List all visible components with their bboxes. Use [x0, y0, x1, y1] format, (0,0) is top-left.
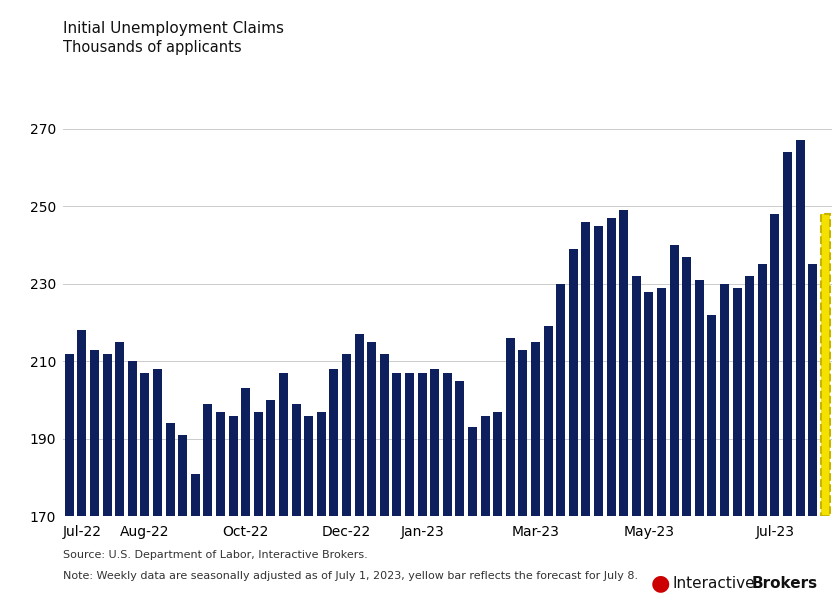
Bar — [430, 369, 439, 516]
Bar — [569, 249, 578, 516]
Bar — [254, 412, 263, 516]
Bar — [783, 152, 792, 516]
Bar — [632, 276, 641, 516]
Bar — [417, 373, 427, 516]
Bar — [531, 342, 540, 516]
Bar — [266, 400, 276, 516]
Bar — [506, 338, 515, 516]
Bar — [90, 349, 99, 516]
Bar — [581, 222, 591, 516]
Bar — [455, 381, 465, 516]
Bar — [795, 141, 805, 516]
Bar — [77, 331, 87, 516]
Bar — [594, 225, 603, 516]
Bar — [102, 354, 112, 516]
Text: Initial Unemployment Claims: Initial Unemployment Claims — [63, 21, 284, 37]
Bar — [644, 291, 654, 516]
Bar — [543, 326, 553, 516]
Text: Brokers: Brokers — [752, 576, 818, 591]
Bar — [720, 284, 729, 516]
Text: Note: Weekly data are seasonally adjusted as of July 1, 2023, yellow bar reflect: Note: Weekly data are seasonally adjuste… — [63, 571, 638, 581]
Bar — [128, 361, 137, 516]
Bar — [493, 412, 502, 516]
Text: ●: ● — [651, 574, 670, 593]
Bar — [178, 435, 187, 516]
Text: Interactive: Interactive — [672, 576, 754, 591]
Bar — [380, 354, 389, 516]
Bar — [669, 245, 679, 516]
Bar — [556, 284, 565, 516]
Bar — [342, 354, 351, 516]
Bar — [518, 349, 528, 516]
Bar — [228, 415, 238, 516]
Text: Source: U.S. Department of Labor, Interactive Brokers.: Source: U.S. Department of Labor, Intera… — [63, 550, 368, 560]
Bar — [732, 288, 742, 516]
Bar — [405, 373, 414, 516]
FancyBboxPatch shape — [821, 214, 830, 516]
Text: Thousands of applicants: Thousands of applicants — [63, 40, 242, 55]
Bar — [657, 288, 666, 516]
Bar — [317, 412, 326, 516]
Bar — [241, 389, 250, 516]
Bar — [808, 265, 817, 516]
Bar — [140, 373, 150, 516]
Bar — [354, 334, 364, 516]
Bar — [367, 342, 376, 516]
Bar — [329, 369, 339, 516]
Bar — [707, 315, 717, 516]
Bar — [304, 415, 313, 516]
Bar — [392, 373, 402, 516]
Bar — [682, 257, 691, 516]
Bar — [770, 214, 780, 516]
Bar — [216, 412, 225, 516]
Bar — [695, 280, 704, 516]
Bar — [758, 265, 767, 516]
Bar — [291, 404, 301, 516]
Bar — [65, 354, 74, 516]
Bar — [279, 373, 288, 516]
Bar — [443, 373, 452, 516]
Bar — [619, 210, 628, 516]
Bar — [191, 474, 200, 516]
Bar — [468, 427, 477, 516]
Bar — [165, 423, 175, 516]
Bar — [606, 218, 616, 516]
Bar — [480, 415, 490, 516]
Bar — [153, 369, 162, 516]
Bar — [115, 342, 124, 516]
Bar — [745, 276, 754, 516]
Bar — [821, 214, 830, 516]
Bar — [203, 404, 213, 516]
